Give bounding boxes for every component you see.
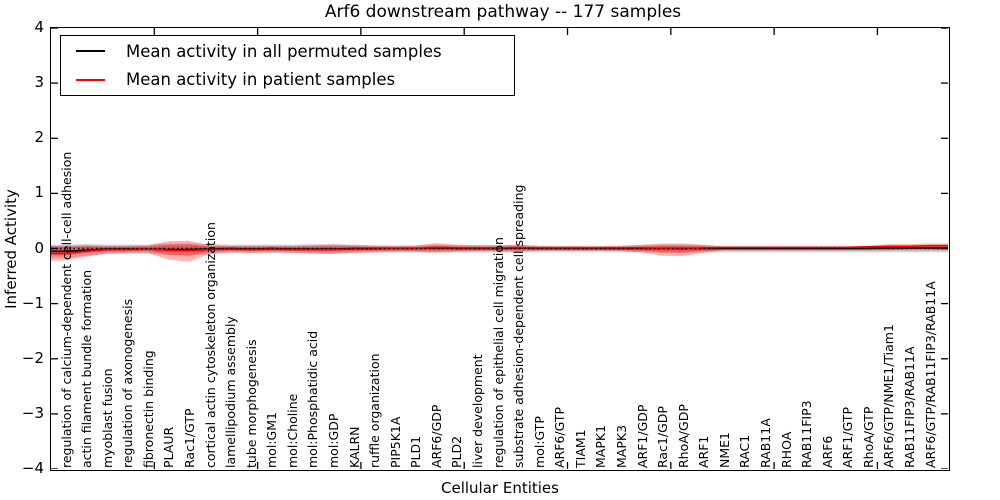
x-tick-label: ARF6/GTP/RAB11FIP3/RAB11A bbox=[922, 281, 938, 468]
x-tick-label: RhoA/GTP bbox=[860, 406, 876, 468]
x-tick-label: liver development bbox=[469, 354, 485, 468]
y-tick-label: −3 bbox=[21, 403, 44, 422]
plot-canvas bbox=[51, 28, 948, 469]
x-tick-label: KALRN bbox=[346, 426, 362, 468]
x-tick-label: mol:Phosphatidic acid bbox=[305, 330, 321, 468]
x-tick-label: mol:Choline bbox=[284, 393, 300, 468]
y-tick-label: 1 bbox=[34, 183, 44, 202]
x-tick-label: MAPK3 bbox=[613, 424, 629, 468]
x-tick-label: RAB11A bbox=[757, 418, 773, 468]
x-tick-label: ruffle organization bbox=[367, 353, 383, 468]
y-tick-label: −2 bbox=[21, 348, 44, 367]
x-axis-label: Cellular Entities bbox=[441, 479, 559, 497]
patient-band bbox=[51, 240, 948, 262]
legend-item-patient: Mean activity in patient samples bbox=[61, 67, 514, 93]
x-tick-label: ARF6/GTP bbox=[552, 406, 568, 468]
legend-line-sample-patient bbox=[76, 78, 105, 81]
x-tick-label: Rac1/GDP bbox=[655, 406, 671, 468]
x-tick-label: ARF1 bbox=[696, 435, 712, 468]
x-tick-label: NME1 bbox=[716, 432, 732, 468]
y-tick-label: 2 bbox=[34, 128, 44, 147]
legend: Mean activity in all permuted samples Me… bbox=[60, 35, 515, 96]
y-tick-label: 0 bbox=[34, 238, 44, 257]
legend-line-sample-permuted bbox=[76, 50, 105, 53]
x-tick-label: myoblast fusion bbox=[99, 368, 115, 468]
x-tick-label: RAC1 bbox=[737, 434, 753, 468]
x-tick-label: substrate adhesion-dependent cell spread… bbox=[511, 184, 527, 468]
x-tick-label: PLAUR bbox=[161, 426, 177, 468]
y-tick-label: −4 bbox=[21, 459, 44, 477]
x-tick-label: ARF6/GDP bbox=[428, 404, 444, 468]
x-tick-label: actin filament bundle formation bbox=[79, 269, 95, 468]
x-tick-label: mol:GTP bbox=[531, 416, 547, 468]
x-tick-label: TIAM1 bbox=[572, 429, 588, 468]
x-tick-label: fibronectin binding bbox=[140, 350, 156, 468]
y-tick-label: −1 bbox=[21, 293, 44, 312]
x-tick-label: RHOA bbox=[778, 431, 794, 468]
x-tick-label: MAPK1 bbox=[593, 424, 609, 468]
x-tick-label: cortical actin cytoskeleton organization bbox=[202, 222, 218, 468]
x-tick-label: lamellipodium assembly bbox=[223, 316, 239, 468]
x-tick-label: RAB11FIP3 bbox=[799, 400, 815, 468]
x-tick-label: regulation of calcium-dependent cell-cel… bbox=[58, 151, 74, 468]
chart-title: Arf6 downstream pathway -- 177 samples bbox=[324, 2, 682, 22]
x-tick-label: mol:GM1 bbox=[264, 412, 280, 468]
x-tick-label: mol:GDP bbox=[325, 413, 341, 468]
x-tick-label: PLD1 bbox=[408, 435, 424, 468]
x-tick-label: ARF1/GDP bbox=[634, 404, 650, 468]
x-tick-label: PLD2 bbox=[449, 435, 465, 468]
x-tick-label: PIP5K1A bbox=[387, 416, 403, 468]
y-tick-label: 3 bbox=[34, 73, 44, 92]
patient-band-inner bbox=[51, 244, 948, 256]
legend-label-patient: Mean activity in patient samples bbox=[126, 70, 396, 90]
x-tick-label: Rac1/GTP bbox=[181, 408, 197, 468]
x-tick-label: ARF6 bbox=[819, 435, 835, 468]
plot-area bbox=[50, 27, 950, 471]
x-tick-label: tube morphogenesis bbox=[243, 339, 259, 468]
x-tick-label: regulation of epithelial cell migration bbox=[490, 237, 506, 468]
legend-label-permuted: Mean activity in all permuted samples bbox=[126, 41, 442, 61]
x-tick-label: ARF1/GTP bbox=[840, 406, 856, 468]
x-tick-label: RAB11FIP3/RAB11A bbox=[901, 346, 917, 468]
x-tick-label: regulation of axonogenesis bbox=[120, 298, 136, 468]
y-tick-label: 4 bbox=[34, 18, 44, 36]
x-tick-label: RhoA/GDP bbox=[675, 404, 691, 468]
x-tick-label: ARF6/GTP/NME1/Tiam1 bbox=[881, 324, 897, 468]
legend-item-permuted: Mean activity in all permuted samples bbox=[61, 38, 514, 64]
